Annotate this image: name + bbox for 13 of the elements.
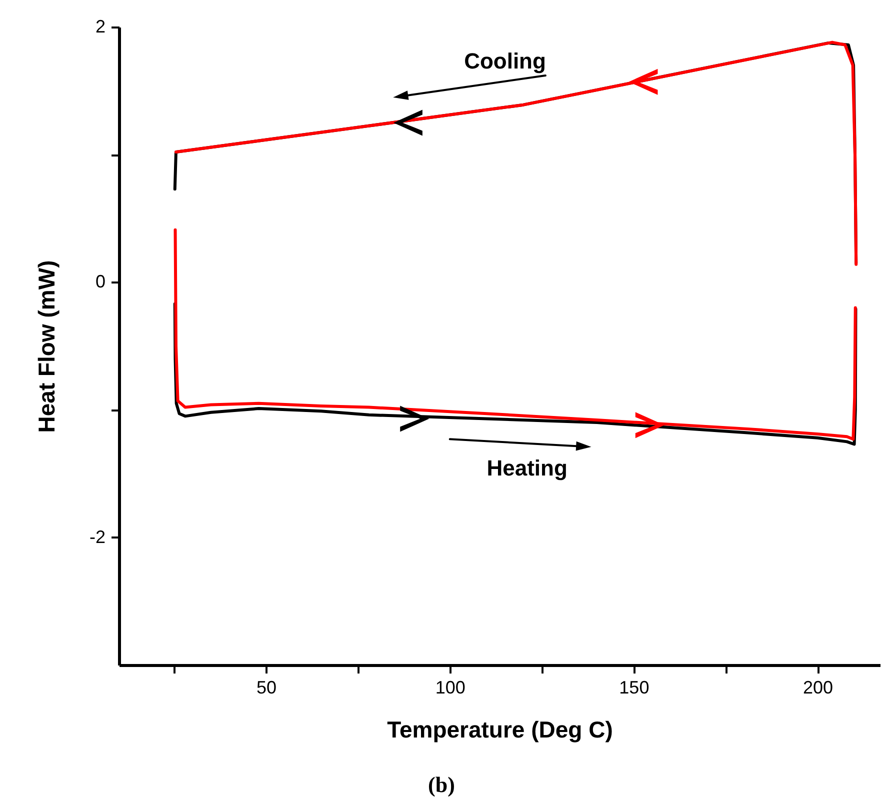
text: (b) [427,772,456,798]
y-tick-label: 2 [95,16,106,36]
line-series [174,228,857,441]
annotation: Heating [486,456,568,481]
x-tick-label: 150 [619,678,650,698]
x-tick-label: 100 [435,678,466,698]
x-tick-label: 50 [256,678,277,698]
annotation: Cooling [464,48,546,74]
x-axis-title: Temperature (Deg C) [387,716,613,742]
y-tick-label: -2 [89,526,106,547]
y-axis-title: Heat Flow (mW) [33,260,60,433]
x-tick-label: 200 [802,678,834,698]
y-tick-label: 0 [95,272,106,292]
